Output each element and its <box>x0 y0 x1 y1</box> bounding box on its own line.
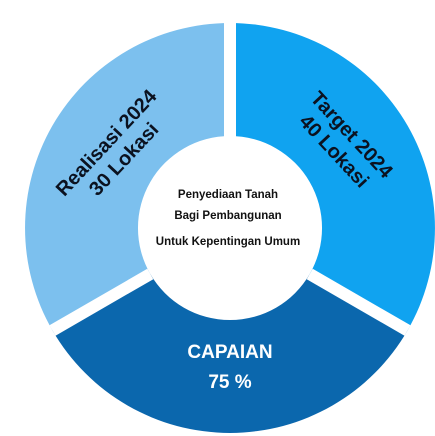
center-circle <box>142 140 318 316</box>
center-line-3: Untuk Kepentingan Umum <box>156 236 300 248</box>
segment-target <box>230 23 435 331</box>
segment-gap <box>306 268 411 336</box>
segment-gap <box>49 268 154 336</box>
center-line-2: Bagi Pembangunan <box>174 210 281 222</box>
capaian-title: CAPAIAN <box>187 342 272 363</box>
capaian-value: 75 % <box>208 372 251 393</box>
center-line-1: Penyediaan Tanah <box>178 189 278 201</box>
segment-realisasi <box>25 23 231 331</box>
segment-capaian <box>52 274 408 433</box>
